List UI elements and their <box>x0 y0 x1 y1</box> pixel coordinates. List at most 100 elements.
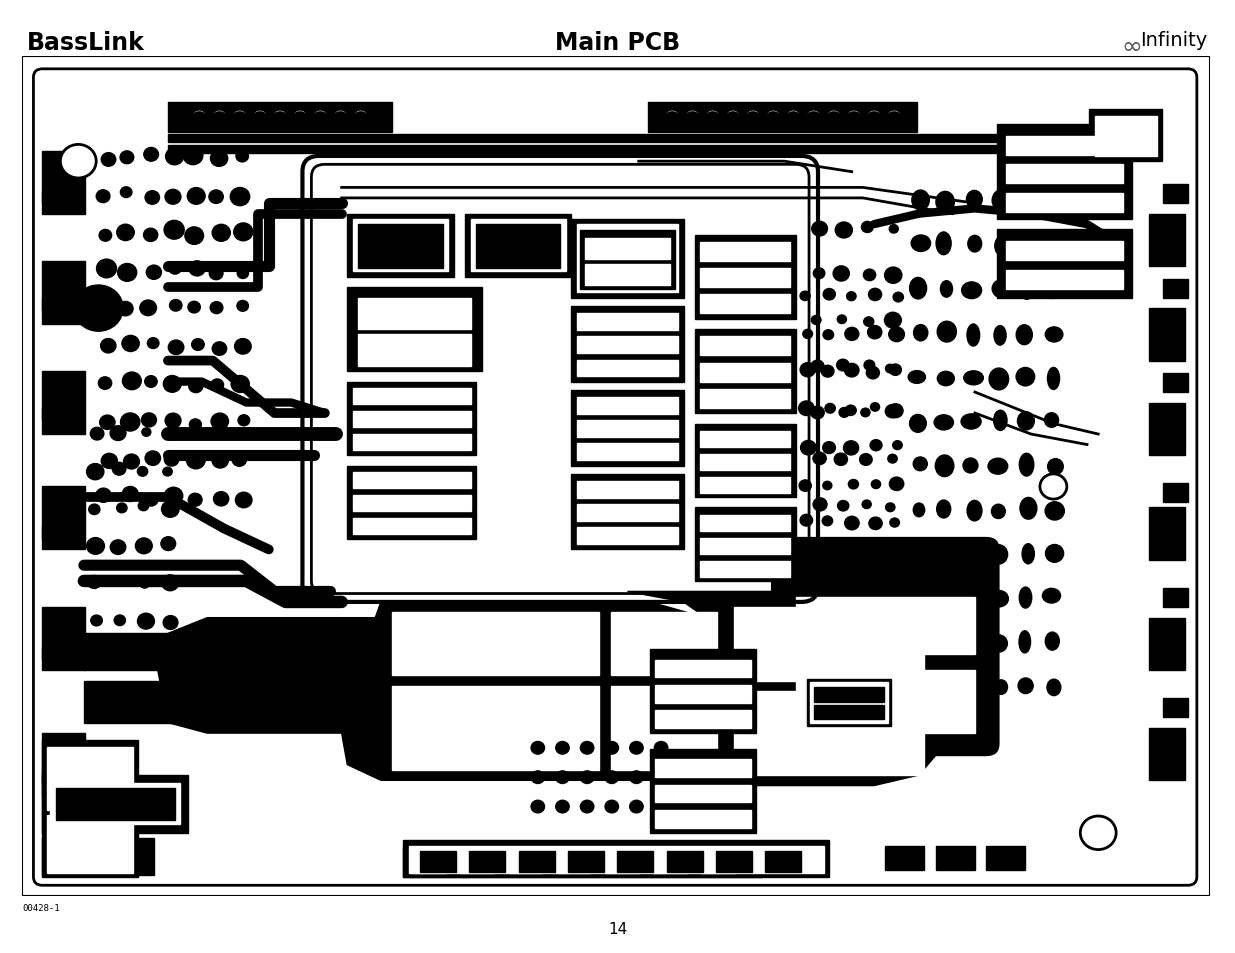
Bar <box>814 705 884 720</box>
Bar <box>84 680 212 723</box>
Circle shape <box>236 151 248 163</box>
Bar <box>656 710 751 728</box>
Circle shape <box>188 189 205 205</box>
Bar <box>572 391 683 466</box>
Circle shape <box>889 477 904 491</box>
Circle shape <box>335 112 347 124</box>
Ellipse shape <box>937 372 955 386</box>
Circle shape <box>860 591 876 606</box>
Bar <box>700 337 790 356</box>
Bar <box>42 608 85 671</box>
Circle shape <box>890 518 899 528</box>
Ellipse shape <box>990 545 1008 564</box>
Bar <box>42 647 64 659</box>
Bar <box>572 220 683 298</box>
Circle shape <box>531 801 545 813</box>
Circle shape <box>863 270 876 281</box>
Bar <box>1007 137 1123 155</box>
Bar <box>391 613 599 676</box>
Circle shape <box>188 494 203 507</box>
Bar <box>700 295 790 314</box>
Bar <box>409 846 824 873</box>
Ellipse shape <box>1045 414 1058 428</box>
Bar <box>647 103 916 132</box>
Bar <box>1163 185 1188 204</box>
Circle shape <box>163 653 173 662</box>
Circle shape <box>787 112 799 124</box>
Circle shape <box>866 367 879 379</box>
Circle shape <box>888 112 900 124</box>
Circle shape <box>96 489 111 503</box>
Bar <box>585 238 671 259</box>
Circle shape <box>138 689 153 703</box>
Bar <box>353 220 448 273</box>
Bar <box>347 214 453 277</box>
Bar <box>84 634 185 671</box>
Circle shape <box>74 286 124 332</box>
Circle shape <box>183 147 203 166</box>
Bar <box>695 424 795 497</box>
Circle shape <box>117 264 137 282</box>
Circle shape <box>99 377 111 390</box>
Circle shape <box>163 376 182 393</box>
Circle shape <box>232 454 247 467</box>
Bar <box>700 455 790 470</box>
Ellipse shape <box>908 372 925 384</box>
Ellipse shape <box>1018 679 1034 694</box>
Circle shape <box>117 302 133 316</box>
Bar <box>577 505 678 521</box>
Circle shape <box>835 223 852 239</box>
Bar <box>653 854 687 873</box>
Circle shape <box>847 112 860 124</box>
Bar <box>1095 117 1156 157</box>
Circle shape <box>844 555 858 570</box>
Bar <box>656 685 751 703</box>
Text: 00428-1: 00428-1 <box>22 903 59 912</box>
Circle shape <box>164 488 183 505</box>
Ellipse shape <box>1020 280 1034 300</box>
Ellipse shape <box>936 193 955 213</box>
Circle shape <box>799 480 811 492</box>
Circle shape <box>232 112 247 128</box>
Bar <box>806 679 890 726</box>
Bar <box>1089 110 1162 162</box>
Circle shape <box>889 328 904 342</box>
Bar <box>1007 165 1123 184</box>
Circle shape <box>847 293 856 301</box>
Circle shape <box>888 554 904 567</box>
Circle shape <box>868 112 881 124</box>
Ellipse shape <box>989 369 1009 391</box>
Bar <box>404 841 829 877</box>
Bar <box>577 360 678 376</box>
Bar <box>42 298 64 311</box>
Circle shape <box>233 112 246 124</box>
Circle shape <box>142 414 157 428</box>
Bar <box>42 734 85 797</box>
Circle shape <box>813 453 826 465</box>
Circle shape <box>809 592 823 604</box>
Circle shape <box>138 651 153 664</box>
Circle shape <box>314 112 326 124</box>
Circle shape <box>144 494 158 507</box>
Circle shape <box>193 112 205 124</box>
Bar <box>1149 403 1184 456</box>
Circle shape <box>885 405 899 418</box>
Ellipse shape <box>939 677 950 699</box>
Ellipse shape <box>994 411 1007 431</box>
Circle shape <box>835 589 852 605</box>
Circle shape <box>86 464 104 480</box>
Circle shape <box>353 112 368 128</box>
Circle shape <box>705 112 720 128</box>
Circle shape <box>144 452 161 466</box>
Circle shape <box>580 801 594 813</box>
Circle shape <box>238 416 249 426</box>
Circle shape <box>836 360 850 372</box>
Circle shape <box>837 501 848 512</box>
Bar <box>42 409 64 421</box>
Circle shape <box>888 455 897 463</box>
Circle shape <box>122 373 141 390</box>
Ellipse shape <box>965 592 977 607</box>
Circle shape <box>767 112 779 124</box>
Circle shape <box>165 429 178 440</box>
Bar <box>1149 309 1184 361</box>
